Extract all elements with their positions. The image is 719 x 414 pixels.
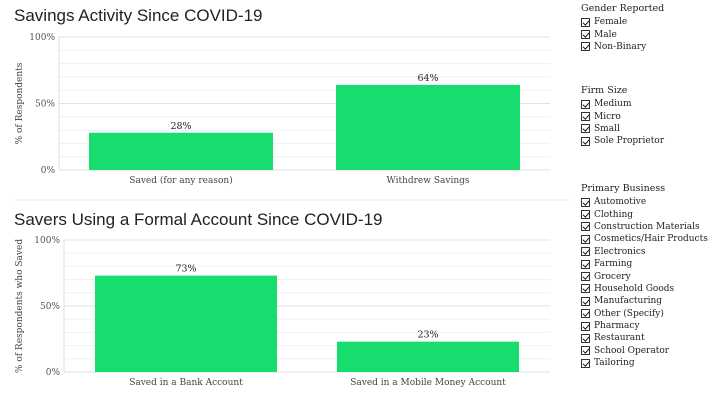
filter-option-automotive[interactable]: Automotive [581, 196, 708, 208]
filter-firm-size: Firm Size Medium Micro Small Sole Proprieto… [581, 85, 664, 148]
checkbox[interactable] [581, 321, 590, 331]
filter-option-label: Cosmetics/Hair Products [594, 234, 708, 245]
checkbox[interactable] [581, 284, 590, 294]
filter-option-label: Restaurant [594, 333, 645, 344]
filter-option-female[interactable]: Female [581, 16, 664, 28]
data-label: 23% [417, 330, 438, 341]
x-category-label: Withdrew Savings [386, 176, 469, 186]
x-category-label: Saved in a Mobile Money Account [350, 378, 506, 388]
checkbox[interactable] [581, 17, 590, 27]
bar [337, 341, 519, 372]
chart-1-title: Savings Activity Since COVID-19 [14, 6, 263, 25]
filter-option-small[interactable]: Small [581, 123, 664, 135]
filter-option-label: Male [594, 29, 617, 40]
checkbox[interactable] [581, 112, 590, 122]
y-tick-label: 0% [46, 368, 61, 378]
charts-canvas: 0% 50% 100% % of Respondents 28% Saved (for a… [14, 33, 570, 388]
checkbox[interactable] [581, 234, 590, 244]
filter-option-medium[interactable]: Medium [581, 98, 664, 110]
filter-option-non-binary[interactable]: Non-Binary [581, 41, 664, 53]
filter-option-label: Farming [594, 259, 633, 270]
filter-option-label: Other (Specify) [594, 308, 664, 319]
filter-option-male[interactable]: Male [581, 28, 664, 40]
filter-option-restaurant[interactable]: Restaurant [581, 332, 708, 344]
filter-option-household-goods[interactable]: Household Goods [581, 283, 708, 295]
filter-option-label: Construction Materials [594, 221, 700, 232]
filter-option-label: Micro [594, 111, 621, 122]
filter-option-label: Grocery [594, 271, 631, 282]
x-category-label: Saved in a Bank Account [129, 378, 243, 388]
checkbox[interactable] [581, 210, 590, 220]
checkbox[interactable] [581, 222, 590, 232]
bar [336, 84, 520, 170]
y-tick-label: 0% [41, 166, 56, 176]
filter-option-construction-materials[interactable]: Construction Materials [581, 221, 708, 233]
filter-option-micro[interactable]: Micro [581, 110, 664, 122]
filter-primary-business-title: Primary Business [581, 183, 666, 194]
filter-option-label: Household Goods [594, 283, 675, 294]
checkbox[interactable] [581, 346, 590, 356]
filter-option-cosmetics-hair-products[interactable]: Cosmetics/Hair Products [581, 233, 708, 245]
filter-option-farming[interactable]: Farming [581, 258, 708, 270]
filter-option-label: Sole Proprietor [594, 136, 665, 147]
filter-option-label: Electronics [594, 246, 646, 257]
filter-option-grocery[interactable]: Grocery [581, 270, 708, 282]
checkbox[interactable] [581, 296, 590, 306]
checkbox[interactable] [581, 136, 590, 146]
checkbox[interactable] [581, 259, 590, 269]
filter-option-label: Non-Binary [594, 41, 647, 52]
filter-gender-title: Gender Reported [581, 3, 665, 14]
x-category-label: Saved (for any reason) [129, 175, 232, 186]
filter-primary-business: Primary Business Automotive Clothing Const… [581, 183, 708, 369]
checkbox[interactable] [581, 99, 590, 109]
filter-option-other-specify[interactable]: Other (Specify) [581, 308, 708, 320]
checkbox[interactable] [581, 247, 590, 257]
checkbox[interactable] [581, 30, 590, 40]
bar [89, 132, 273, 170]
y-tick-label: 50% [40, 302, 60, 312]
data-label: 64% [417, 73, 438, 84]
filter-option-label: Clothing [594, 209, 634, 220]
filter-option-label: Medium [594, 99, 632, 110]
filter-option-pharmacy[interactable]: Pharmacy [581, 320, 708, 332]
y-axis-label: % of Respondents [15, 62, 25, 144]
checkbox[interactable] [581, 272, 590, 282]
y-tick-label: 50% [35, 100, 55, 110]
data-label: 73% [175, 264, 196, 275]
filter-option-label: Pharmacy [594, 321, 640, 332]
filter-option-school-operator[interactable]: School Operator [581, 345, 708, 357]
checkbox[interactable] [581, 124, 590, 134]
filter-option-label: Small [594, 123, 620, 134]
filter-firm-size-title: Firm Size [581, 85, 628, 96]
filter-option-label: Manufacturing [594, 296, 663, 307]
filter-option-label: Female [594, 17, 628, 28]
filter-option-electronics[interactable]: Electronics [581, 246, 708, 258]
bar [95, 275, 277, 372]
filter-option-label: Tailoring [594, 358, 635, 369]
data-label: 28% [170, 121, 191, 132]
y-tick-label: 100% [29, 33, 55, 43]
checkbox[interactable] [581, 197, 590, 207]
filter-option-clothing[interactable]: Clothing [581, 208, 708, 220]
filter-option-label: Automotive [594, 197, 647, 208]
checkbox[interactable] [581, 309, 590, 319]
y-axis-label: % of Respondents who Saved [15, 239, 25, 373]
y-tick-label: 100% [34, 236, 60, 246]
filter-option-sole-proprietor[interactable]: Sole Proprietor [581, 135, 664, 147]
checkbox[interactable] [581, 42, 590, 52]
checkbox[interactable] [581, 333, 590, 343]
filter-option-manufacturing[interactable]: Manufacturing [581, 295, 708, 307]
chart-2-title: Savers Using a Formal Account Since COVI… [14, 210, 383, 229]
checkbox[interactable] [581, 358, 590, 368]
filter-gender: Gender Reported Female Male Non-Binary [581, 3, 664, 53]
filter-option-label: School Operator [594, 345, 670, 356]
filter-option-tailoring[interactable]: Tailoring [581, 357, 708, 369]
